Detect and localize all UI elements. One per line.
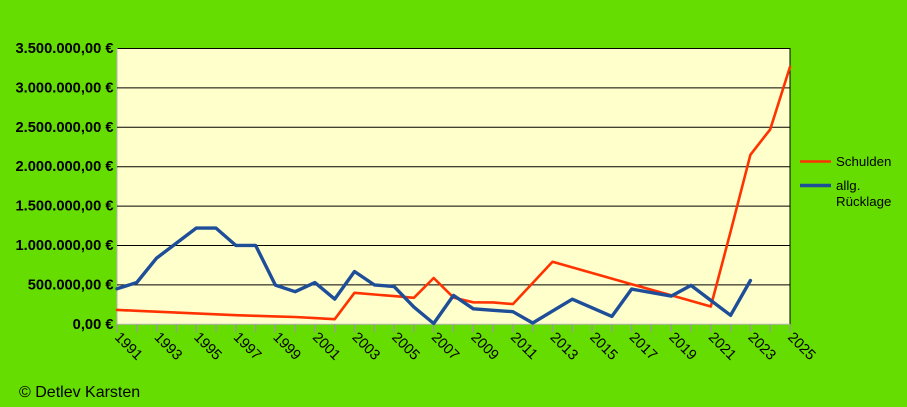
svg-text:Rücklage: Rücklage [836,194,891,209]
svg-text:0,00 €: 0,00 € [73,317,114,333]
svg-text:3.000.000,00 €: 3.000.000,00 € [15,80,113,96]
svg-text:Schulden: Schulden [836,154,891,169]
svg-text:2.000.000,00 €: 2.000.000,00 € [15,159,113,175]
svg-text:allg.: allg. [836,178,860,193]
svg-text:1.000.000,00 €: 1.000.000,00 € [15,238,113,254]
svg-text:3.500.000,00 €: 3.500.000,00 € [15,41,113,57]
svg-text:2.500.000,00 €: 2.500.000,00 € [15,120,113,136]
svg-text:© Detlev Karsten: © Detlev Karsten [19,384,140,401]
svg-text:500.000,00 €: 500.000,00 € [28,277,114,293]
svg-text:1.500.000,00 €: 1.500.000,00 € [15,199,113,215]
